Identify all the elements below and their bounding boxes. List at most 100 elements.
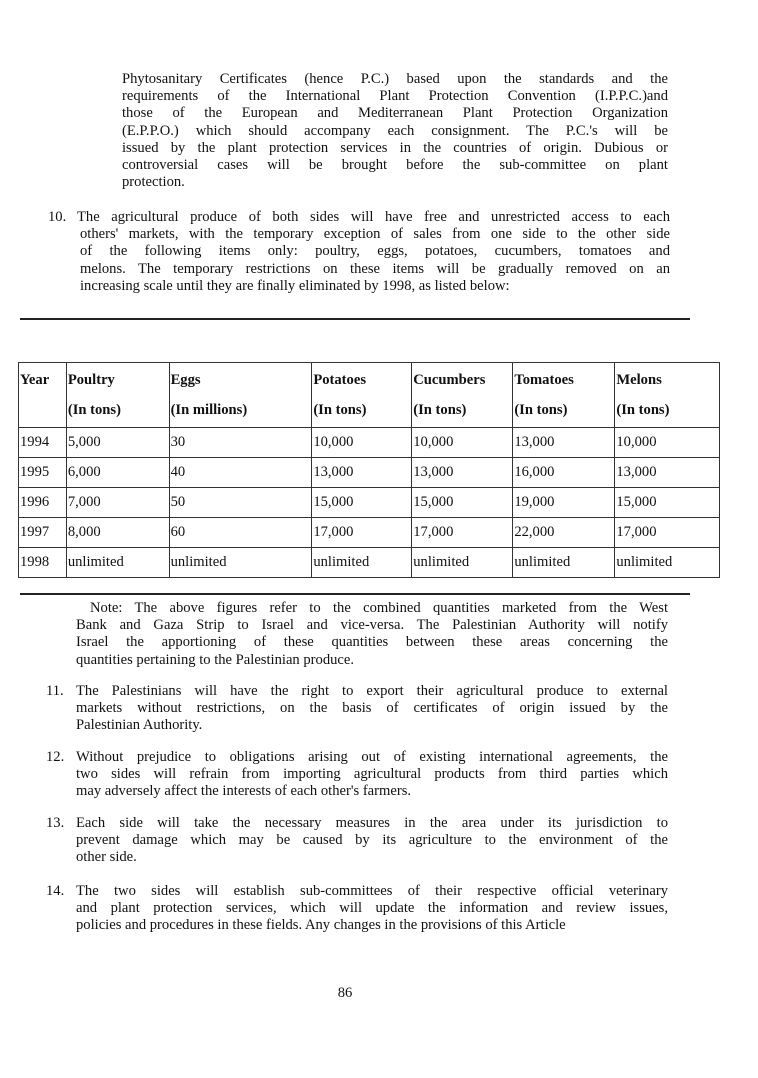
item-number: 14. <box>46 883 65 899</box>
item-number: 13. <box>46 815 65 831</box>
column-name: Year <box>20 372 50 388</box>
table-cell: 15,000 <box>311 487 413 518</box>
table-cell: 7,000 <box>65 487 170 518</box>
text-line: and plant protection services, which wil… <box>76 900 668 917</box>
text-line: markets without restrictions, on the bas… <box>76 700 668 717</box>
item-number: 12. <box>46 749 65 765</box>
table-cell: 13,000 <box>512 427 616 458</box>
column-unit: (In tons) <box>616 402 670 418</box>
column-unit: (In millions) <box>170 402 248 418</box>
text-line: Bank and Gaza Strip to Israel and vice-v… <box>76 617 668 634</box>
text-line: issued by the plant protection services … <box>122 139 668 156</box>
text-line: Each side will take the necessary measur… <box>76 815 668 831</box>
item-13: 13. Each side will take the necessary mea… <box>46 815 668 867</box>
text-line: requirements of the International Plant … <box>122 88 668 105</box>
table-cell: 13,000 <box>614 457 720 488</box>
column-header-cucumbers: Cucumbers (In tons) <box>411 362 514 428</box>
text-line: prevent damage which may be caused by it… <box>76 832 668 849</box>
item-12: 12. Without prejudice to obligations aris… <box>46 749 668 801</box>
column-unit: (In tons) <box>67 402 121 418</box>
text-line: policies and procedures in these fields.… <box>76 917 566 934</box>
table-cell: unlimited <box>512 547 616 578</box>
text-line: protection. <box>122 174 185 191</box>
column-header-year: Year <box>18 362 67 428</box>
text-line: The Palestinians will have the right to … <box>76 683 668 699</box>
note-paragraph: Note: The above figures refer to the com… <box>76 600 668 669</box>
column-name: Cucumbers <box>413 372 486 388</box>
table-row: 1997 8,000 60 17,000 17,000 22,000 17,000 <box>18 517 720 548</box>
table-cell: 15,000 <box>411 487 514 518</box>
column-name: Melons <box>616 372 662 388</box>
table-cell: unlimited <box>411 547 514 578</box>
table-cell: 1994 <box>18 427 67 458</box>
column-unit: (In tons) <box>313 402 367 418</box>
text-line: The two sides will establish sub-committ… <box>76 883 668 899</box>
column-header-potatoes: Potatoes (In tons) <box>311 362 413 428</box>
table-cell: 1998 <box>18 547 67 578</box>
item-11: 11. The Palestinians will have the right … <box>46 683 668 735</box>
column-header-poultry: Poultry (In tons) <box>65 362 170 428</box>
table-cell: 17,000 <box>411 517 514 548</box>
item-14: 14. The two sides will establish sub-comm… <box>46 883 668 935</box>
text-line: melons. The temporary restrictions on th… <box>80 260 670 277</box>
table-cell: 16,000 <box>512 457 616 488</box>
item-number: 11. <box>46 683 64 699</box>
item-number: 10. <box>48 209 67 225</box>
column-name: Potatoes <box>313 372 366 388</box>
table-cell: 1997 <box>18 517 67 548</box>
table-cell: 5,000 <box>65 427 170 458</box>
table-cell: 15,000 <box>614 487 720 518</box>
table-bottom-rule <box>20 593 690 595</box>
quota-table: Year Poultry (In tons) Eggs (In millions) Pot… <box>18 362 720 578</box>
table-row: 1998 unlimited unlimited unlimited unlimited… <box>18 547 720 578</box>
text-line: others' markets, with the temporary exce… <box>80 226 670 243</box>
page-number: 86 <box>337 985 353 1001</box>
text-line: (E.P.P.O.) which should accompany each c… <box>122 122 668 139</box>
column-name: Tomatoes <box>514 372 574 388</box>
table-cell: 17,000 <box>311 517 413 548</box>
table-cell: 13,000 <box>411 457 514 488</box>
table-cell: 10,000 <box>411 427 514 458</box>
intro-paragraph: Phytosanitary Certificates (hence P.C.) … <box>122 71 668 191</box>
text-line: those of the European and Mediterranean … <box>122 105 668 122</box>
table-cell: 1995 <box>18 457 67 488</box>
table-cell: 8,000 <box>65 517 170 548</box>
text-line: may adversely affect the interests of ea… <box>76 783 412 800</box>
table-cell: 1996 <box>18 487 67 518</box>
table-cell: unlimited <box>65 547 170 578</box>
table-top-rule <box>20 318 690 320</box>
item-10: 10. The agricultural produce of both side… <box>48 209 670 295</box>
column-name: Eggs <box>170 372 201 388</box>
text-line: two sides will refrain from importing ag… <box>76 766 668 783</box>
table-cell: 19,000 <box>512 487 616 518</box>
table-header-row: Year Poultry (In tons) Eggs (In millions) Pot… <box>18 362 720 428</box>
table-cell: unlimited <box>311 547 413 578</box>
text-line: Without prejudice to obligations arising… <box>76 749 668 765</box>
column-unit: (In tons) <box>514 402 568 418</box>
text-line: Phytosanitary Certificates (hence P.C.) … <box>122 71 668 87</box>
column-name: Poultry <box>67 372 115 388</box>
table-cell: 50 <box>168 487 313 518</box>
column-header-eggs: Eggs (In millions) <box>168 362 313 428</box>
text-line: Israel the apportioning of these quantit… <box>76 634 668 651</box>
table-cell: unlimited <box>168 547 313 578</box>
column-header-melons: Melons (In tons) <box>614 362 720 428</box>
column-unit: (In tons) <box>413 402 467 418</box>
text-line: increasing scale until they are finally … <box>80 277 510 294</box>
text-line: of the following items only: poultry, eg… <box>80 243 670 260</box>
table-cell: 40 <box>168 457 313 488</box>
table-row: 1995 6,000 40 13,000 13,000 16,000 13,000 <box>18 457 720 488</box>
table-cell: 17,000 <box>614 517 720 548</box>
text-line: Note: The above figures refer to the com… <box>90 600 668 616</box>
table-cell: unlimited <box>614 547 720 578</box>
table-cell: 13,000 <box>311 457 413 488</box>
text-line: other side. <box>76 849 137 866</box>
text-line: quantities pertaining to the Palestinian… <box>76 651 355 668</box>
table-cell: 6,000 <box>65 457 170 488</box>
text-line: Palestinian Authority. <box>76 717 203 734</box>
table-row: 1994 5,000 30 10,000 10,000 13,000 10,000 <box>18 427 720 458</box>
table-cell: 10,000 <box>614 427 720 458</box>
column-header-tomatoes: Tomatoes (In tons) <box>512 362 616 428</box>
text-line: The agricultural produce of both sides w… <box>77 209 670 225</box>
text-line: controversial cases will be brought befo… <box>122 157 668 174</box>
